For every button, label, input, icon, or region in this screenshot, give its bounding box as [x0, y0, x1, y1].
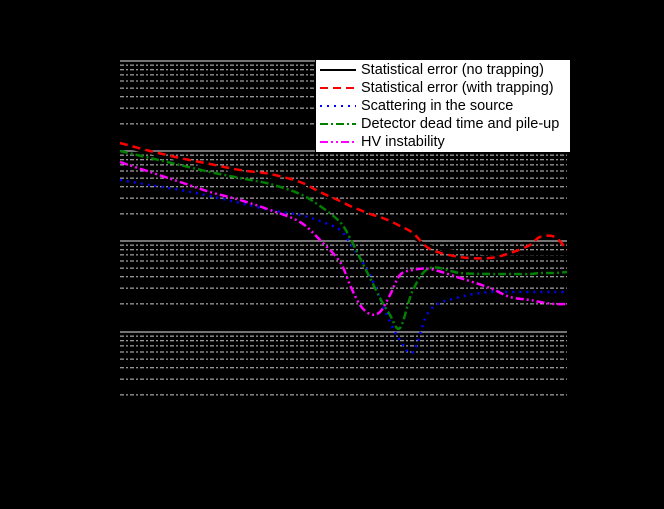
legend-label: Statistical error (with trapping): [361, 80, 554, 96]
legend-swatch-icon: [320, 87, 356, 89]
legend-item-hv-instability: HV instability: [320, 133, 445, 151]
legend-swatch-icon: [320, 105, 356, 107]
series-line: [119, 144, 567, 256]
series-line: [119, 141, 568, 260]
legend-swatch-icon: [320, 69, 356, 71]
series-line: [119, 160, 568, 316]
series-line: [119, 178, 567, 355]
legend-swatch-icon: [320, 141, 356, 143]
legend-label: HV instability: [361, 134, 445, 150]
legend: Statistical error (no trapping) Statisti…: [315, 59, 571, 153]
legend-item-no-trapping: Statistical error (no trapping): [320, 61, 544, 79]
legend-label: Detector dead time and pile-up: [361, 116, 560, 132]
legend-label: Scattering in the source: [361, 98, 514, 114]
legend-item-dead-time: Detector dead time and pile-up: [320, 115, 559, 133]
legend-swatch-icon: [320, 123, 356, 125]
legend-item-scattering: Scattering in the source: [320, 97, 513, 115]
legend-label: Statistical error (no trapping): [361, 62, 544, 78]
legend-item-with-trapping: Statistical error (with trapping): [320, 79, 554, 97]
data-curves: [119, 141, 568, 355]
series-line: [119, 149, 568, 331]
